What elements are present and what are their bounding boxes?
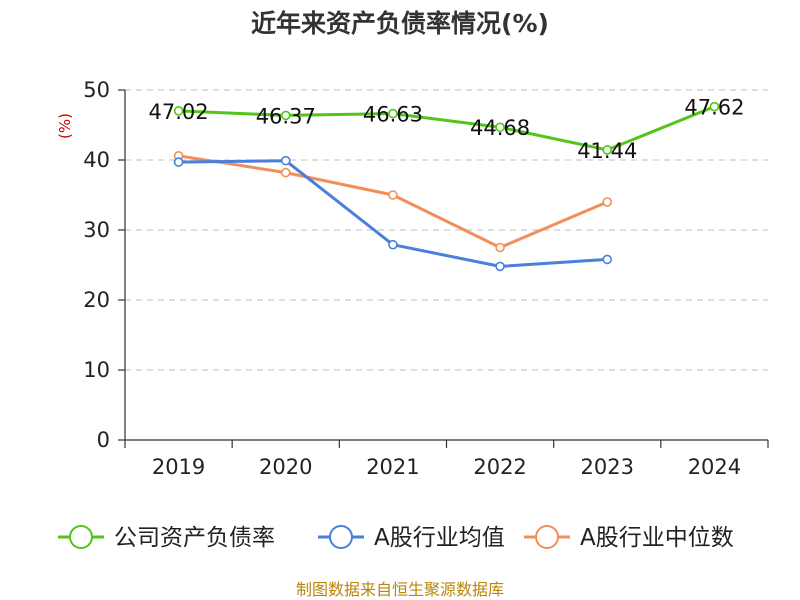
data-point: [280, 110, 291, 121]
series-layer: [173, 101, 720, 272]
data-point: [173, 106, 184, 116]
legend-label: 公司资产负债率: [114, 525, 275, 551]
data-point: [602, 145, 613, 155]
x-tick-label: 2023: [581, 455, 634, 479]
data-label: 41.44: [577, 139, 637, 163]
y-tick-label: 30: [83, 218, 110, 242]
data-point: [709, 101, 720, 112]
data-point: [388, 108, 398, 119]
data-point: [602, 254, 613, 265]
grid: [125, 89, 768, 371]
legend-item[interactable]: A股行业均值: [318, 525, 505, 551]
chart-title: 近年来资产负债率情况(%): [251, 9, 549, 38]
source-note: 制图数据来自恒生聚源数据库: [296, 580, 504, 599]
x-tick-label: 2021: [366, 455, 419, 479]
series-0: [173, 101, 720, 155]
data-point: [602, 197, 613, 207]
legend-item[interactable]: A股行业中位数: [524, 525, 734, 551]
y-tick-label: 0: [97, 428, 110, 452]
legend-item[interactable]: 公司资产负债率: [58, 525, 275, 551]
legend-label: A股行业均值: [374, 525, 505, 551]
series-1: [173, 155, 613, 272]
series-line: [178, 154, 608, 249]
data-point: [388, 239, 398, 250]
data-point: [280, 167, 291, 178]
data-label: 47.02: [149, 100, 209, 124]
data-point: [495, 122, 505, 133]
legend-marker: [69, 525, 93, 549]
axes: 0 10 20 30 40 50 2019 2020 2021 2022 2023 2024: [83, 78, 769, 479]
data-label: 46.37: [256, 104, 316, 128]
y-tick-label: 10: [83, 358, 110, 382]
x-tick-label: 2024: [688, 455, 741, 479]
x-tick-label: 2019: [152, 455, 205, 479]
data-label: 44.68: [470, 116, 530, 140]
legend: 公司资产负债率 A股行业均值 A股行业中位数: [58, 525, 734, 551]
legend-marker: [535, 525, 559, 549]
data-point: [280, 155, 291, 166]
series-2: [173, 151, 613, 253]
x-tick-label: 2022: [473, 455, 526, 479]
data-point: [388, 190, 398, 200]
data-label: 46.63: [363, 103, 423, 127]
y-tick-label: 50: [83, 78, 110, 102]
data-point: [495, 261, 505, 272]
x-tick-label: 2020: [259, 455, 312, 479]
series-line: [178, 159, 608, 268]
data-label: 47.62: [684, 96, 744, 120]
y-tick-label: 40: [83, 148, 110, 172]
legend-label: A股行业中位数: [580, 525, 734, 551]
legend-marker: [329, 525, 353, 549]
series-line: [178, 105, 715, 152]
y-tick-label: 20: [83, 288, 110, 312]
y-axis-label: (%): [56, 113, 74, 139]
data-point: [495, 242, 505, 253]
data-labels: 47.02 46.37 46.63 44.68 41.44 47.62: [149, 96, 745, 163]
data-point: [173, 157, 184, 167]
